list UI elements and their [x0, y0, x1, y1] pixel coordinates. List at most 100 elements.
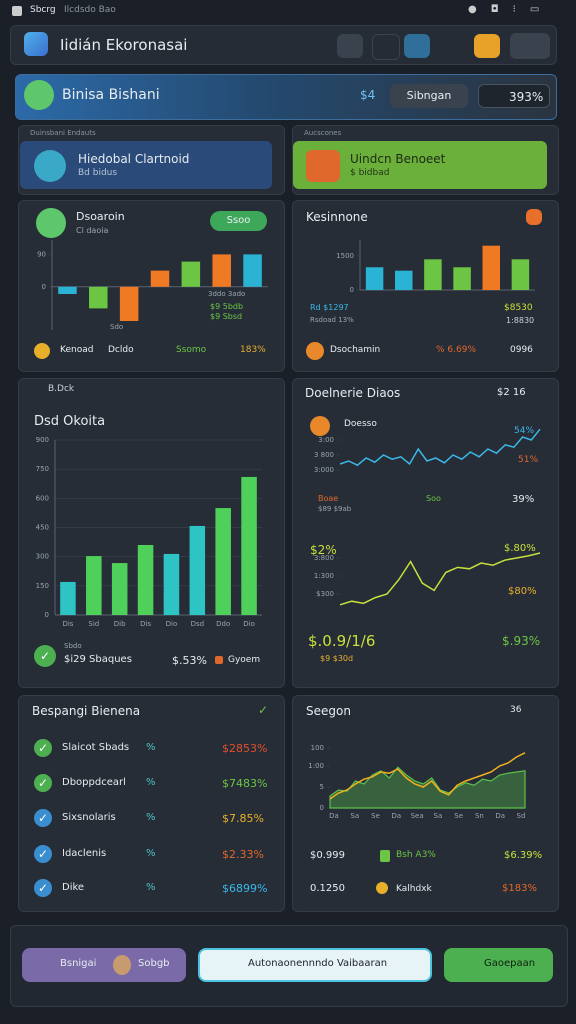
menu-button[interactable] — [526, 209, 542, 225]
footer-text: Dsochamin — [330, 345, 381, 355]
footer-text: $i29 Sbaques — [64, 654, 132, 665]
card-title: Kesinnone — [306, 210, 368, 224]
footer-text: $0.999 — [310, 850, 345, 861]
annotation: 1:8830 — [506, 316, 535, 325]
footer-text: $9 $30d — [320, 654, 354, 663]
item-symbol: % — [146, 812, 156, 823]
app-icon — [12, 6, 22, 16]
chart-card — [18, 378, 285, 688]
list-card — [18, 695, 285, 912]
summary-icon — [306, 150, 340, 182]
annotation: $80% — [508, 586, 537, 597]
annotation: $.80% — [504, 543, 536, 554]
card-title: Doelnerie Diaos — [305, 386, 401, 400]
footer-text: $183% — [502, 883, 537, 894]
check-icon: ✓ — [258, 703, 269, 717]
annotation: $9 5bdb — [210, 302, 244, 311]
status-info: Ilcdsdo Bao — [64, 5, 116, 15]
status-app: Sbcrg — [30, 5, 56, 15]
card-header: $2 16 — [497, 387, 526, 398]
banner-icon — [24, 80, 54, 110]
summary-subtitle: Bd bidus — [78, 168, 118, 178]
chart-subtitle: Doesso — [344, 419, 377, 429]
footer-text: % 6.69% — [436, 345, 477, 355]
annotation: $9 Sbsd — [210, 312, 243, 321]
footer-text: Bsh A3% — [396, 850, 436, 860]
footer-right: Gaoepaan — [484, 958, 536, 969]
item-symbol: % — [146, 848, 156, 859]
chart-card — [292, 695, 559, 912]
footer-text: Soo — [426, 494, 441, 503]
list-title: Bespangi Bienena — [32, 704, 141, 718]
icon — [376, 882, 388, 894]
banner-badge: $4 — [360, 88, 376, 102]
annotation: 3ddo 3ado — [208, 290, 246, 298]
footer-text: $6.39% — [504, 850, 543, 861]
footer-text: 0.1250 — [310, 883, 345, 894]
chat-button[interactable] — [372, 34, 400, 60]
check-icon[interactable]: ✓ — [34, 809, 52, 827]
footer-text: Kalhdxk — [396, 884, 432, 894]
item-symbol: % — [146, 742, 156, 753]
icon — [380, 850, 390, 862]
app-header — [10, 25, 557, 65]
item-name: Idaclenis — [62, 848, 107, 859]
summary-title: Uindcn Benoeet — [350, 152, 446, 166]
icon — [306, 342, 324, 360]
footer-user: Sobgb — [138, 958, 170, 969]
banner-button[interactable]: Sibngan — [390, 84, 468, 108]
check-icon[interactable]: ✓ — [34, 739, 52, 757]
banner-value: 393% — [478, 84, 550, 108]
badge[interactable]: Ssoo — [210, 211, 267, 231]
alert-button[interactable] — [337, 34, 363, 58]
settings-button[interactable] — [440, 34, 464, 58]
annotation: Rsdoad 13% — [310, 316, 354, 324]
footer-text: 39% — [512, 494, 535, 505]
card-title: Seegon — [306, 704, 351, 718]
item-value: $2853% — [222, 742, 268, 755]
check-icon[interactable]: ✓ — [34, 845, 52, 863]
item-name: Dboppdcearl — [62, 777, 126, 788]
logo — [24, 32, 48, 56]
item-value: $7483% — [222, 777, 268, 790]
item-value: $7.85% — [222, 812, 264, 825]
card-title: Dsd Okoita — [34, 414, 106, 429]
footer-text: Ssomo — [176, 345, 207, 355]
card-subtitle: Cl daoia — [76, 226, 109, 235]
banner-title: Binisa Bishani — [62, 87, 160, 103]
card-header: 36 — [510, 705, 522, 715]
summary-subtitle: $ bidbad — [350, 168, 390, 178]
footer-text: 183% — [240, 345, 266, 355]
link-button[interactable] — [404, 34, 430, 58]
profile-button[interactable] — [22, 948, 186, 982]
avatar[interactable] — [510, 33, 550, 59]
item-symbol: % — [146, 882, 156, 893]
footer-text: $.53% — [172, 654, 207, 667]
icon — [310, 416, 330, 436]
check-icon[interactable]: ✓ — [34, 879, 52, 897]
card-header: B.Dck — [48, 384, 75, 394]
summary-label: Duinsbani Endauts — [30, 129, 96, 137]
summary-label: Aucscones — [304, 129, 342, 137]
item-name: Slaicot Sbads — [62, 742, 130, 753]
annotation: Rd $1297 — [310, 303, 349, 312]
avatar — [36, 208, 66, 238]
card-title: Dsoaroin — [76, 210, 125, 223]
status-icons: ●◘⁝▭ — [468, 4, 554, 15]
item-value: $6899% — [222, 882, 268, 895]
check-icon: ✓ — [34, 645, 56, 667]
footer-text: Boae — [318, 494, 339, 503]
avatar — [113, 955, 131, 975]
action-button[interactable] — [444, 948, 553, 982]
annotation: 51% — [518, 455, 539, 465]
item-symbol: % — [146, 777, 156, 788]
annotation: $8530 — [504, 303, 533, 313]
check-icon[interactable]: ✓ — [34, 774, 52, 792]
search-button[interactable] — [198, 948, 432, 982]
footer-text: Kenoad — [60, 345, 94, 355]
footer-text: $.93% — [502, 634, 541, 648]
footer-text: Dcldo — [108, 345, 134, 355]
app-title: Iidián Ekoronasai — [60, 36, 188, 54]
shop-button[interactable] — [474, 34, 500, 58]
